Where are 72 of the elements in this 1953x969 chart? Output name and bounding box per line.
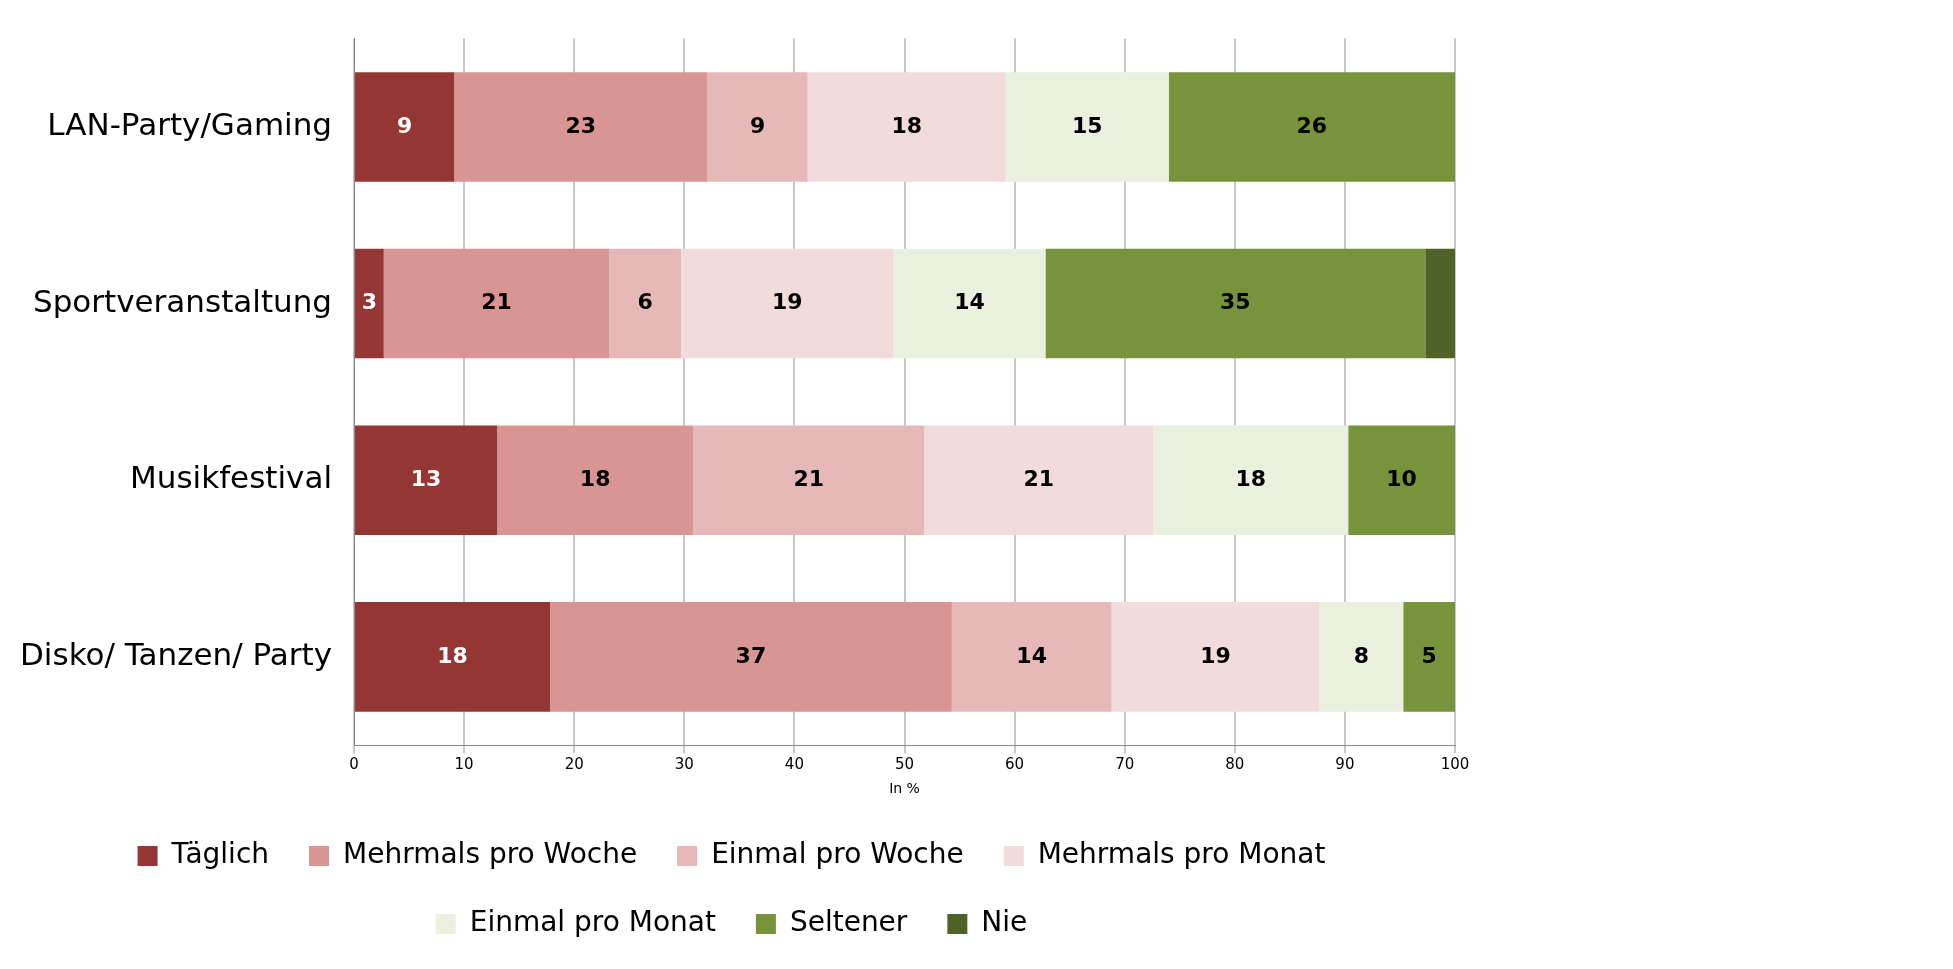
bar (924, 425, 1154, 535)
x-tick-label: 20 (564, 755, 584, 774)
bar (693, 425, 925, 535)
bar (893, 248, 1046, 359)
bar (1045, 248, 1426, 359)
data-label: 21 (793, 465, 825, 491)
y-tick-label: Sportveranstaltung (32, 282, 333, 319)
x-tick-label: 10 (454, 755, 474, 774)
y-tick-label: LAN-Party/Gaming (47, 105, 333, 142)
x-tick-label: 100 (1440, 755, 1470, 774)
data-label: 18 (437, 642, 468, 668)
legend-label: Mehrmals pro Monat (1037, 837, 1326, 871)
bar (609, 248, 682, 359)
bar (355, 72, 455, 182)
legend-label: Täglich (170, 837, 270, 871)
data-label: 19 (771, 289, 803, 315)
x-tick-label: 0 (349, 755, 359, 774)
bar (1425, 248, 1455, 359)
data-label: 35 (1220, 289, 1251, 315)
data-label: 19 (1200, 642, 1231, 668)
x-tick-label: 40 (784, 755, 804, 774)
bar (681, 248, 894, 359)
bar (497, 425, 694, 535)
data-label: 37 (735, 642, 767, 668)
x-tick-label: 70 (1115, 755, 1135, 774)
data-label: 5 (1421, 642, 1437, 668)
legend-label: Mehrmals pro Woche (343, 837, 638, 871)
data-label: 6 (637, 289, 653, 315)
bar (1348, 425, 1455, 535)
data-label: 10 (1386, 465, 1417, 491)
data-label: 3 (361, 289, 378, 315)
bar (550, 602, 952, 712)
legend-label: Einmal pro Monat (469, 905, 716, 939)
data-label: 18 (891, 112, 923, 138)
bar (707, 72, 808, 182)
data-label: 18 (1235, 465, 1267, 491)
bar (807, 72, 1006, 182)
bar (1168, 72, 1455, 182)
data-label: 9 (396, 112, 413, 138)
data-label: 14 (954, 289, 985, 315)
bar (951, 602, 1112, 712)
bar (454, 72, 708, 182)
bar (1403, 602, 1455, 712)
x-tick-label: 80 (1225, 755, 1245, 774)
x-axis-title: In % (889, 780, 920, 797)
bar (355, 248, 384, 359)
bar (1005, 72, 1169, 182)
data-label: 26 (1296, 112, 1328, 138)
bar (355, 425, 498, 535)
legend-label: Nie (981, 905, 1028, 939)
bar (1153, 425, 1349, 535)
data-label: 18 (579, 465, 611, 491)
bar (1111, 602, 1320, 712)
data-label: 15 (1071, 112, 1103, 138)
data-label: 21 (481, 289, 512, 315)
legend-label: Seltener (789, 905, 908, 939)
data-label: 23 (565, 112, 597, 138)
x-tick-label: 50 (894, 755, 915, 774)
legend-label: Einmal pro Woche (711, 837, 964, 871)
bar (355, 602, 550, 712)
x-tick-label: 60 (1005, 755, 1025, 774)
data-label: 14 (1016, 642, 1047, 668)
y-tick-label: Disko/ Tanzen/ Party (20, 635, 333, 672)
x-tick-label: 90 (1335, 755, 1355, 774)
data-label: 21 (1023, 465, 1055, 491)
data-label: 13 (410, 465, 442, 491)
data-label: 8 (1353, 642, 1370, 668)
data-label: 9 (749, 112, 766, 138)
bar (383, 248, 610, 359)
bar (1319, 602, 1404, 712)
x-tick-label: 30 (674, 755, 694, 774)
y-tick-label: Musikfestival (130, 459, 333, 496)
